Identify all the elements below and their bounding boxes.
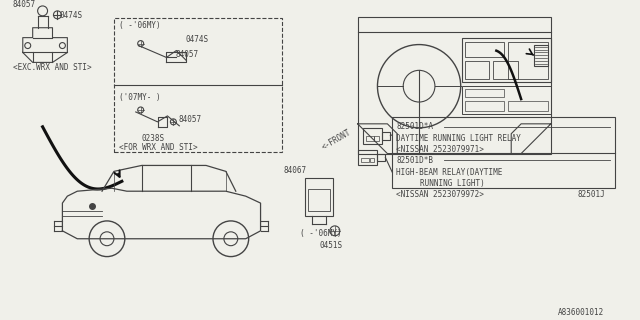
Bar [392, 117, 615, 188]
Bar [465, 101, 504, 111]
Text: A836001012: A836001012 [558, 308, 604, 316]
Text: RUNNING LIGHT): RUNNING LIGHT) [420, 179, 485, 188]
Bar [360, 157, 369, 163]
Bar [508, 42, 548, 79]
Text: HIGH-BEAM RELAY(DAYTIME: HIGH-BEAM RELAY(DAYTIME [396, 168, 502, 177]
Bar [308, 189, 330, 211]
Bar [378, 154, 385, 162]
Text: <NISSAN 2523079972>: <NISSAN 2523079972> [396, 190, 484, 199]
Text: 84057: 84057 [179, 116, 202, 124]
Text: ('07MY- ): ('07MY- ) [119, 92, 161, 101]
Bar [534, 44, 548, 66]
Text: <EXC.WRX AND STI>: <EXC.WRX AND STI> [13, 63, 92, 72]
Text: DAYTIME RUNNING LIGHT RELAY: DAYTIME RUNNING LIGHT RELAY [396, 134, 521, 143]
Bar [461, 86, 551, 114]
Text: 82501J: 82501J [577, 190, 605, 199]
Bar [358, 17, 551, 154]
Text: 84057: 84057 [13, 0, 36, 10]
Text: 84067: 84067 [284, 166, 307, 175]
Text: ( -'06MY): ( -'06MY) [119, 21, 161, 30]
Bar [465, 42, 504, 58]
Text: 0474S: 0474S [185, 35, 209, 44]
Bar [461, 38, 551, 82]
Text: 0238S: 0238S [141, 134, 164, 143]
Text: 0451S: 0451S [320, 241, 343, 250]
Bar [508, 101, 548, 111]
Text: 82501D*B: 82501D*B [396, 156, 433, 165]
Text: <FOR WRX AND STI>: <FOR WRX AND STI> [119, 143, 198, 152]
Bar [365, 136, 374, 141]
Bar [114, 18, 282, 152]
Bar [465, 61, 490, 79]
Bar [305, 178, 333, 216]
Bar [374, 136, 380, 141]
Text: ( -'06MY): ( -'06MY) [300, 229, 342, 238]
Text: <NISSAN 2523079971>: <NISSAN 2523079971> [396, 145, 484, 154]
Text: 84057: 84057 [175, 50, 198, 59]
Bar [493, 61, 518, 79]
Bar [363, 128, 383, 144]
Bar [383, 132, 390, 140]
Bar [465, 89, 504, 97]
Text: <-FRONT: <-FRONT [320, 128, 353, 152]
Bar [358, 149, 378, 165]
Bar [369, 157, 374, 163]
Text: 82501D*A: 82501D*A [396, 122, 433, 131]
Text: 0474S: 0474S [60, 11, 83, 20]
